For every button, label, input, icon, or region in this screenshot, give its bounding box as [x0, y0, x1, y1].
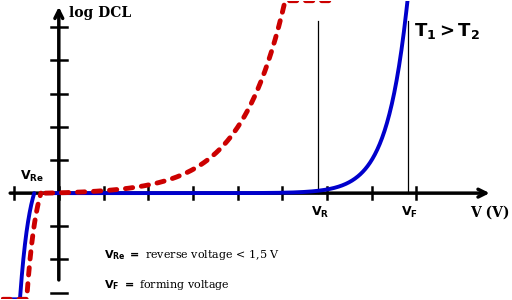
Text: $\mathbf{V_{Re}}$ $\mathbf{=}$ reverse voltage < 1,5 V: $\mathbf{V_{Re}}$ $\mathbf{=}$ reverse v…	[103, 248, 280, 262]
Text: $\mathbf{V_{Re}}$: $\mathbf{V_{Re}}$	[20, 169, 44, 184]
Text: $\mathbf{V_F}$ $\mathbf{=}$ forming voltage: $\mathbf{V_F}$ $\mathbf{=}$ forming volt…	[103, 278, 229, 292]
Text: $\mathbf{T_1}$$\mathbf{>}$$\mathbf{T_2}$: $\mathbf{T_1}$$\mathbf{>}$$\mathbf{T_2}$	[414, 21, 480, 40]
Text: $\mathbf{V_F}$: $\mathbf{V_F}$	[401, 205, 418, 220]
Text: log DCL: log DCL	[69, 6, 131, 20]
Text: V (V): V (V)	[471, 206, 510, 220]
Text: $\mathbf{V_R}$: $\mathbf{V_R}$	[311, 205, 330, 220]
